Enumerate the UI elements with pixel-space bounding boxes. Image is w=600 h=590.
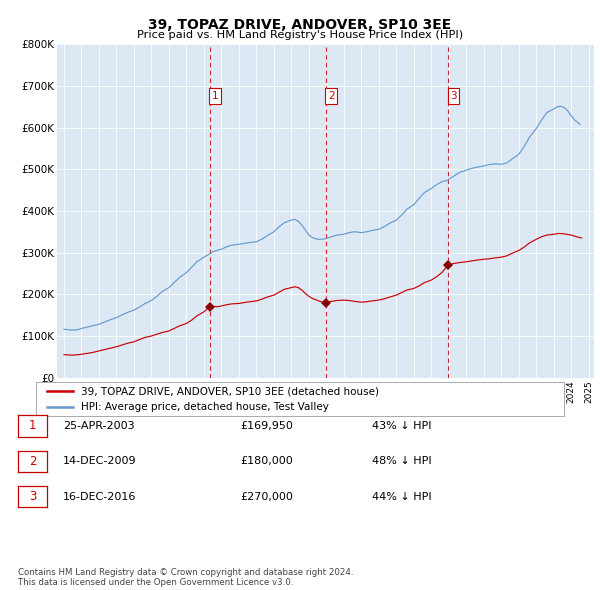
- Text: 14-DEC-2009: 14-DEC-2009: [63, 457, 137, 466]
- Text: 39, TOPAZ DRIVE, ANDOVER, SP10 3EE (detached house): 39, TOPAZ DRIVE, ANDOVER, SP10 3EE (deta…: [81, 386, 379, 396]
- Text: 44% ↓ HPI: 44% ↓ HPI: [372, 492, 431, 502]
- Text: £180,000: £180,000: [240, 457, 293, 466]
- Text: 1: 1: [29, 419, 36, 432]
- Text: Price paid vs. HM Land Registry's House Price Index (HPI): Price paid vs. HM Land Registry's House …: [137, 30, 463, 40]
- Text: 3: 3: [29, 490, 36, 503]
- Text: 1: 1: [212, 91, 218, 101]
- Text: 3: 3: [450, 91, 457, 101]
- Text: HPI: Average price, detached house, Test Valley: HPI: Average price, detached house, Test…: [81, 402, 329, 412]
- Text: 2: 2: [328, 91, 334, 101]
- Text: 16-DEC-2016: 16-DEC-2016: [63, 492, 136, 502]
- Text: 2: 2: [29, 455, 36, 468]
- Text: 25-APR-2003: 25-APR-2003: [63, 421, 134, 431]
- Text: Contains HM Land Registry data © Crown copyright and database right 2024.
This d: Contains HM Land Registry data © Crown c…: [18, 568, 353, 587]
- Text: 43% ↓ HPI: 43% ↓ HPI: [372, 421, 431, 431]
- Text: £169,950: £169,950: [240, 421, 293, 431]
- Text: 48% ↓ HPI: 48% ↓ HPI: [372, 457, 431, 466]
- Text: £270,000: £270,000: [240, 492, 293, 502]
- Text: 39, TOPAZ DRIVE, ANDOVER, SP10 3EE: 39, TOPAZ DRIVE, ANDOVER, SP10 3EE: [148, 18, 452, 32]
